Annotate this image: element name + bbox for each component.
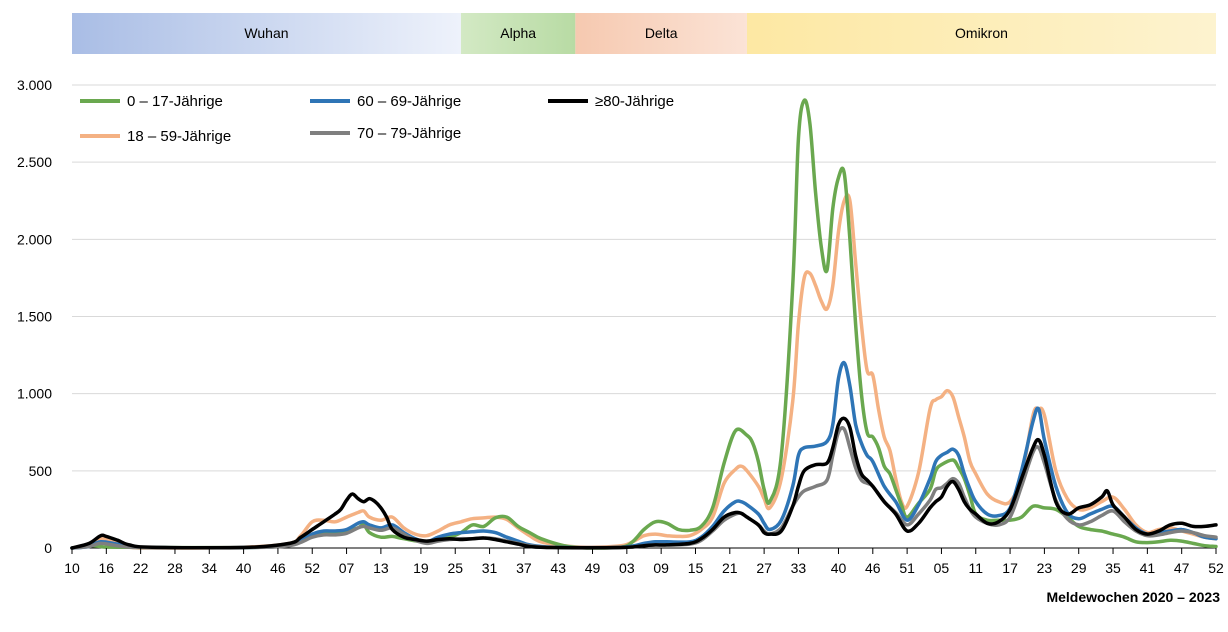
gridlines [72,84,1216,549]
y-axis-ticks: 0 500 1.000 1.500 2.000 2.500 3.000 [17,77,52,556]
x-tick-label: 34 [201,560,217,576]
x-tick-label: 05 [934,560,950,576]
variant-bands: Wuhan Alpha Delta Omikron [72,13,1216,54]
y-tick-label: 2.500 [17,154,52,170]
series-line-0 [70,98,1218,550]
band-wuhan [72,13,461,54]
x-tick-label: 21 [722,560,738,576]
x-tick-label: 37 [516,560,532,576]
y-tick-label: 2.000 [17,231,52,247]
x-tick-label: 11 [968,560,983,576]
y-tick-label: 3.000 [17,77,52,93]
x-tick-label: 07 [339,560,355,576]
legend: 0 – 17-Jährige 18 – 59-Jährige 60 – 69-Jäh… [80,93,674,145]
band-alpha [460,13,576,54]
x-tick-label: 41 [1140,560,1156,576]
x-tick-label: 23 [1037,560,1053,576]
x-axis-ticks: 10 16 22 28 34 40 46 52 07 13 19 25 31 37 43 49 03 09 15 21… [64,548,1224,576]
x-tick-label: 28 [167,560,183,576]
x-tick-label: 52 [304,560,320,576]
x-tick-label: 40 [831,560,847,576]
x-tick-label: 29 [1071,560,1087,576]
band-omikron-label: Omikron [955,25,1008,41]
legend-label-0: 0 – 17-Jährige [127,93,223,110]
x-tick-label: 25 [447,560,463,576]
legend-label-2: 60 – 69-Jährige [357,93,461,110]
x-tick-label: 47 [1174,560,1190,576]
band-delta-label: Delta [645,25,678,41]
series-line-4 [70,416,1218,550]
x-tick-label: 03 [619,560,635,576]
series-line-1 [70,193,1218,550]
x-tick-label: 40 [236,560,252,576]
x-tick-label: 19 [413,560,429,576]
x-tick-label: 17 [1002,560,1018,576]
x-tick-label: 31 [482,560,498,576]
x-tick-label: 52 [1208,560,1224,576]
y-tick-label: 1.500 [17,309,52,325]
x-tick-label: 22 [133,560,149,576]
series-lines [70,98,1218,550]
x-tick-label: 46 [270,560,286,576]
y-tick-label: 1.000 [17,386,52,402]
band-omikron [746,13,1216,54]
x-tick-label: 33 [791,560,807,576]
x-tick-label: 35 [1105,560,1121,576]
x-tick-label: 15 [688,560,704,576]
band-delta [575,13,747,54]
y-tick-label: 0 [44,540,52,556]
x-tick-label: 46 [865,560,881,576]
x-tick-label: 51 [899,560,915,576]
legend-label-3: 70 – 79-Jährige [357,125,461,142]
x-tick-label: 16 [99,560,115,576]
legend-label-1: 18 – 59-Jährige [127,128,231,145]
x-axis-title: Meldewochen 2020 – 2023 [1046,589,1220,605]
x-tick-label: 13 [373,560,389,576]
x-tick-label: 10 [64,560,80,576]
x-tick-label: 49 [585,560,601,576]
x-tick-label: 09 [653,560,669,576]
series-line-2 [70,360,1218,550]
legend-label-4: ≥80-Jährige [595,93,674,110]
x-tick-label: 43 [550,560,566,576]
y-tick-label: 500 [29,463,53,479]
band-alpha-label: Alpha [500,25,536,41]
band-wuhan-label: Wuhan [244,25,288,41]
x-tick-label: 27 [756,560,772,576]
